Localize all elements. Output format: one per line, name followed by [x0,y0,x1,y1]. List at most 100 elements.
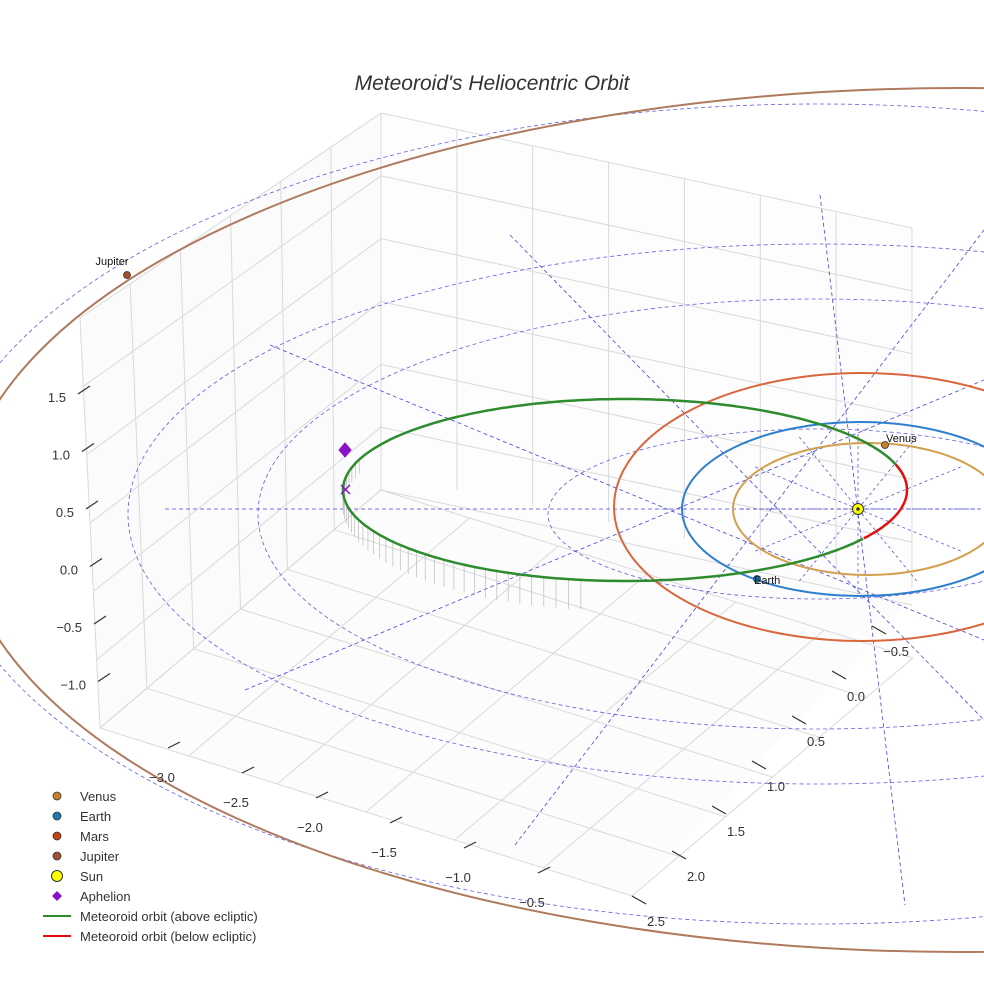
floor-gridline [277,545,559,785]
floor-gridline [99,489,382,729]
legend-swatch [40,826,74,846]
sun-spoke [753,508,859,552]
legend-swatch [40,886,74,906]
sun-center-dot [856,507,860,511]
z-tick-mark [93,615,107,625]
meteoroid-orbit-above [341,397,905,583]
back-wall-pane [381,113,912,600]
ecliptic-ray [269,344,984,641]
aphelion-marker [338,442,352,458]
back-wall-gridline [380,238,913,355]
legend-item: Venus [40,786,258,806]
x-tick-mark [315,791,329,799]
jupiter-marker [123,271,131,279]
x-tick-label: −1.5 [371,845,397,860]
legend-label: Venus [80,788,117,804]
y-tick-label: 1.5 [727,824,745,839]
z-tick-label: 0.0 [60,563,78,578]
legend-item: Meteoroid orbit (above ecliptic) [40,906,258,926]
sun-spoke [753,466,859,510]
legend-item: Mars [40,826,258,846]
x-tick-label: −2.0 [297,820,323,835]
y-tick-label: 0.0 [847,689,865,704]
ecliptic-ring [547,428,984,600]
earth-label: Earth [754,575,780,587]
floor-gridline [454,601,736,841]
left-wall-gridline [93,363,382,592]
ecliptic-ray [244,379,984,691]
legend-item: Meteoroid orbit (below ecliptic) [40,926,258,946]
legend-swatch [40,926,74,946]
jupiter-orbit [0,87,984,953]
jupiter-label: Jupiter [95,256,128,268]
legend-label: Meteoroid orbit (below ecliptic) [80,928,257,944]
legend: Venus Earth Mars Jupiter Sun Aphelion Meteoroi… [40,786,258,946]
x-tick-label: −1.0 [445,870,471,885]
y-tick-mark [831,670,847,680]
x-tick-mark [537,866,551,874]
floor-gridline [543,629,825,869]
ecliptic-ring [0,103,984,925]
x-tick-mark [241,766,255,774]
y-tick-mark [791,715,807,725]
y-tick-mark [671,850,687,860]
left-wall-gridline [86,238,382,456]
mars-orbit [613,372,984,642]
z-tick-label: −1.0 [60,678,86,693]
ecliptic-ring [257,298,984,730]
z-tick-mark [97,673,111,682]
sun-spoke [857,435,919,510]
z-tick-label: −0.5 [56,620,82,635]
meteoroid-orbit [341,397,909,610]
x-tick-label: −2.5 [223,795,249,810]
x-tick-mark [389,816,403,824]
earth-marker [753,575,761,583]
back-wall-gridline [380,363,913,480]
back-wall-gridline [380,175,913,292]
back-wall-gridline [380,301,913,417]
ecliptic-ray [509,234,984,721]
legend-item: Earth [40,806,258,826]
y-tick-label: 1.0 [767,779,785,794]
legend-label: Sun [80,868,104,884]
legend-label: Meteoroid orbit (above ecliptic) [80,908,258,924]
x-tick-mark [167,741,181,749]
legend-label: Aphelion [80,888,131,904]
z-tick-label: 1.5 [48,390,66,405]
back-wall-gridline [380,112,913,229]
legend-label: Jupiter [80,848,120,864]
left-wall-gridline [79,112,382,319]
ecliptic-ray [514,229,984,846]
y-tick-label: 2.0 [687,869,705,884]
sun-spoke [857,508,963,552]
earth-orbit [681,421,984,597]
y-tick-label: 2.5 [647,914,665,929]
floor-gridline [631,657,914,897]
venus-label: Venus [886,433,917,445]
sun-spoke [797,435,859,510]
z-tick-mark [85,500,99,510]
y-tick-mark [711,805,727,815]
x-tick-label: −3.0 [149,770,175,785]
sun-spoke [857,466,963,510]
body-markers: Venus Earth Jupiter [95,256,917,587]
legend-item: Aphelion [40,886,258,906]
z-tick-label: 1.0 [52,448,70,463]
left-wall-gridline [89,301,382,524]
legend-label: Mars [80,828,109,844]
y-tick-label: 0.5 [807,734,825,749]
ecliptic-grid [0,103,984,925]
legend-label: Earth [80,808,112,824]
legend-swatch [40,846,74,866]
z-tick-mark [89,558,103,567]
aphelion-projection-cross [340,484,351,495]
floor-gridline [188,517,470,757]
chart-title: Meteoroid's Heliocentric Orbit [354,72,630,95]
axis-panes [79,112,914,897]
z-tick-mark [77,385,91,395]
sun-spoke [797,508,859,583]
ecliptic-ray [819,194,906,906]
left-wall-gridline [96,426,382,661]
x-tick-mark [463,841,477,849]
